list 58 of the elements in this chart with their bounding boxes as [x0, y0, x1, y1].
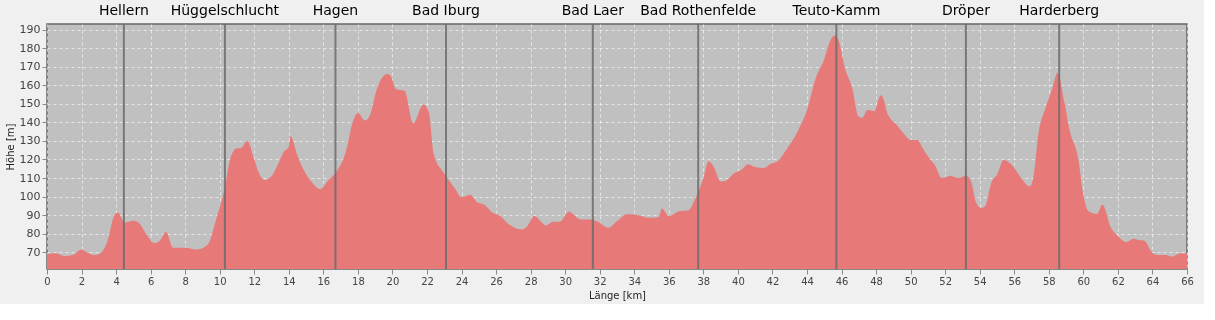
x-tick-label: 32 [593, 275, 607, 287]
x-tick-label: 58 [1042, 275, 1056, 287]
x-tick-label: 22 [421, 275, 434, 287]
x-tick-label: 48 [870, 275, 883, 287]
x-tick-label: 62 [1112, 275, 1125, 287]
x-tick-label: 10 [213, 275, 227, 287]
x-tick-label: 42 [766, 275, 780, 287]
y-axis-title: Höhe [m] [4, 123, 16, 171]
x-tick-label: 4 [113, 275, 120, 287]
x-tick-label: 6 [147, 275, 155, 287]
x-tick-label: 56 [1008, 275, 1022, 287]
y-tick-label: 190 [19, 23, 41, 37]
x-tick-label: 60 [1077, 275, 1091, 287]
x-tick-label: 46 [835, 275, 849, 287]
x-tick-label: 50 [904, 275, 918, 287]
x-tick-label: 40 [732, 275, 745, 287]
x-tick-label: 34 [628, 275, 642, 287]
x-tick-label: 12 [248, 275, 262, 287]
ref-line-label: Harderberg [1019, 2, 1100, 18]
ref-line-label: Teuto-Kamm [791, 2, 881, 18]
x-tick-label: 26 [490, 275, 503, 287]
y-tick-label: 170 [19, 60, 41, 74]
ref-line-label: Hellern [98, 2, 149, 18]
y-tick-label: 70 [26, 245, 41, 259]
ref-line-label: Bad Iburg [412, 2, 480, 18]
y-tick-label: 150 [19, 97, 41, 111]
x-tick-label: 54 [973, 275, 987, 287]
ref-line-label: Dröper [941, 2, 991, 18]
x-tick-label: 18 [352, 275, 365, 287]
x-tick-label: 16 [317, 275, 331, 287]
x-tick-label: 2 [78, 275, 86, 287]
x-tick-label: 38 [697, 275, 711, 287]
x-axis-title: Länge [km] [588, 289, 647, 301]
x-tick-label: 36 [662, 275, 676, 287]
x-tick-label: 44 [801, 275, 814, 287]
x-tick-label: 24 [455, 275, 469, 287]
x-tick-label: 20 [386, 275, 400, 287]
y-tick-label: 100 [19, 190, 41, 204]
ref-line-label: Bad Rothenfelde [640, 2, 757, 18]
x-tick-label: 66 [1181, 275, 1194, 287]
x-tick-label: 8 [182, 275, 189, 287]
ref-line-label: Bad Laer [561, 2, 625, 18]
y-tick-label: 160 [19, 78, 41, 92]
ref-line-label: Hüggelschlucht [170, 2, 280, 18]
x-tick-label: 52 [939, 275, 953, 287]
x-tick-label: 28 [524, 275, 538, 287]
y-tick-label: 180 [19, 41, 41, 55]
y-tick-label: 110 [19, 171, 41, 185]
x-tick-label: 30 [559, 275, 573, 287]
y-tick-label: 80 [26, 227, 41, 241]
y-tick-label: 90 [26, 208, 41, 222]
x-tick-label: 64 [1146, 275, 1160, 287]
x-tick-label: 14 [282, 275, 296, 287]
y-tick-label: 120 [19, 152, 41, 166]
x-tick-label: 0 [44, 275, 51, 287]
ref-line-label: Hagen [312, 2, 359, 18]
y-tick-label: 140 [19, 115, 41, 129]
y-tick-label: 130 [19, 134, 41, 148]
